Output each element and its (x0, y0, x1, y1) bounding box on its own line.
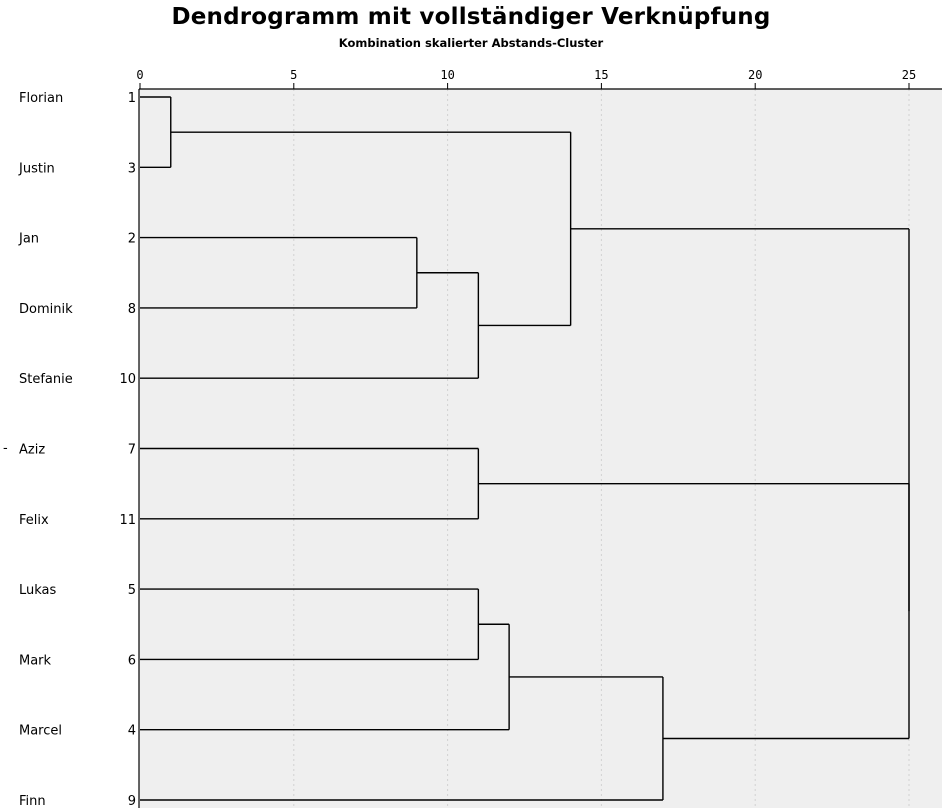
leaf-id-4: 4 (128, 724, 136, 739)
leaf-label-aziz: Aziz (19, 443, 45, 458)
x-tick-label-15: 15 (594, 68, 608, 82)
side-mark: - (3, 441, 8, 456)
chart-title: Dendrogramm mit vollständiger Verknüpfun… (171, 4, 771, 30)
leaf-id-11: 11 (119, 513, 136, 528)
leaf-label-marcel: Marcel (19, 724, 62, 739)
x-tick-label-10: 10 (440, 68, 454, 82)
leaf-id-6: 6 (128, 653, 136, 668)
x-tick-label-20: 20 (748, 68, 762, 82)
leaf-label-dominik: Dominik (19, 302, 73, 317)
leaf-label-mark: Mark (19, 653, 52, 668)
leaf-label-felix: Felix (19, 513, 49, 528)
x-tick-label-25: 25 (902, 68, 916, 82)
leaf-id-3: 3 (128, 161, 136, 176)
leaf-label-stefanie: Stefanie (19, 372, 73, 387)
leaf-label-justin: Justin (18, 161, 55, 176)
x-tick-label-0: 0 (136, 68, 143, 82)
leaf-id-8: 8 (128, 302, 136, 317)
leaf-id-9: 9 (128, 794, 136, 808)
chart-subtitle: Kombination skalierter Abstands-Cluster (338, 36, 604, 50)
leaf-label-florian: Florian (19, 91, 63, 106)
leaf-id-10: 10 (119, 372, 136, 387)
leaf-id-1: 1 (128, 91, 136, 106)
x-tick-label-5: 5 (290, 68, 297, 82)
leaf-id-5: 5 (128, 583, 136, 598)
leaf-id-2: 2 (128, 232, 136, 247)
leaf-label-finn: Finn (19, 794, 46, 808)
leaf-label-lukas: Lukas (19, 583, 57, 598)
leaf-id-7: 7 (128, 443, 136, 458)
leaf-label-jan: Jan (18, 232, 39, 247)
